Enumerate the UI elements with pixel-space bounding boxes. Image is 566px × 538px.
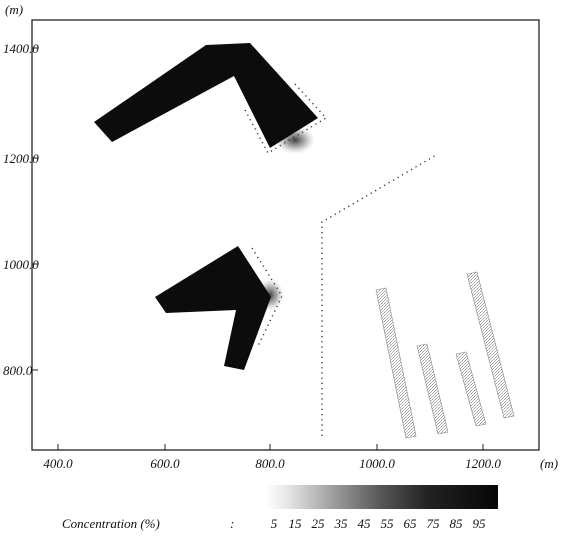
stippled-strips: [375, 271, 515, 439]
x-tick-label: 800.0: [255, 456, 285, 471]
x-tick-label: 1200.0: [465, 456, 501, 471]
legend-separator: :: [230, 516, 234, 531]
strip-source: [416, 343, 449, 435]
legend-value: 15: [289, 516, 303, 531]
legend-value: 85: [450, 516, 464, 531]
legend-value: 75: [427, 516, 441, 531]
y-tick-label: 1200.0: [3, 151, 39, 166]
y-ticks: [32, 47, 38, 371]
strip-source: [455, 351, 487, 427]
y-tick-label: 1000.0: [3, 257, 39, 272]
building-upper: [94, 43, 318, 148]
plot-frame: [31, 19, 540, 451]
x-tick-label: 400.0: [43, 456, 73, 471]
building-lower: [155, 246, 271, 370]
legend-colorbar: [266, 485, 498, 509]
x-ticks: [57, 444, 484, 450]
strip-source: [466, 271, 515, 419]
legend-value: 65: [404, 516, 418, 531]
strip-source: [375, 287, 417, 439]
y-axis-unit: (m): [5, 2, 23, 17]
legend-value: 25: [312, 516, 326, 531]
legend-value: 35: [334, 516, 349, 531]
x-tick-label: 1000.0: [359, 456, 395, 471]
legend-label: Concentration (%): [62, 516, 160, 531]
legend-value: 55: [381, 516, 395, 531]
legend-values: 5 15 25 35 45 55 65 75 85 95: [271, 516, 486, 531]
y-tick-label: 800.0: [3, 363, 33, 378]
dotted-source-line: [321, 153, 439, 436]
legend-value: 45: [358, 516, 372, 531]
legend-value: 5: [271, 516, 278, 531]
y-tick-label: 1400.0: [3, 41, 39, 56]
legend-value: 95: [473, 516, 487, 531]
x-tick-label: 600.0: [150, 456, 180, 471]
x-axis-unit: (m): [540, 456, 558, 471]
